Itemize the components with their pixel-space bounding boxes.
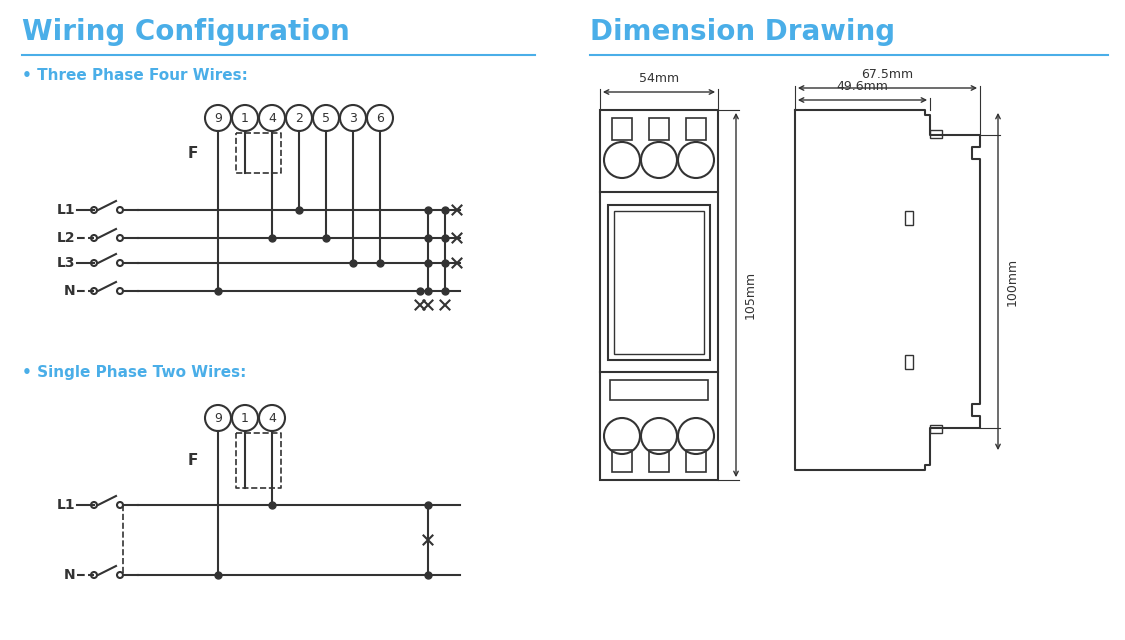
Bar [904,211,914,225]
Text: N: N [63,568,75,582]
Text: 9: 9 [214,111,222,125]
Bar [610,380,708,400]
Text: • Three Phase Four Wires:: • Three Phase Four Wires: [22,68,248,83]
Bar [649,118,669,140]
Text: Dimension Drawing: Dimension Drawing [590,18,896,46]
Text: 4: 4 [268,111,276,125]
Text: L1: L1 [56,498,75,512]
Bar [904,355,914,369]
Bar [612,450,632,472]
Text: N: N [63,284,75,298]
Text: 54mm: 54mm [639,72,679,85]
Text: F: F [188,453,198,468]
Text: 9: 9 [214,412,222,424]
Text: L3: L3 [56,256,75,270]
Text: 5: 5 [322,111,330,125]
Bar [686,450,706,472]
Text: 6: 6 [376,111,384,125]
Bar [930,130,942,138]
Text: 3: 3 [349,111,357,125]
Text: 4: 4 [268,412,276,424]
Text: 67.5mm: 67.5mm [862,68,914,81]
Text: • Single Phase Two Wires:: • Single Phase Two Wires: [22,365,246,380]
Text: F: F [188,145,198,161]
Text: Wiring Configuration: Wiring Configuration [22,18,350,46]
Bar [649,450,669,472]
Bar [686,118,706,140]
Bar [600,110,718,480]
Bar [614,211,704,354]
Text: 1: 1 [241,412,249,424]
Text: 105mm: 105mm [744,271,757,319]
Text: 1: 1 [241,111,249,125]
Text: 49.6mm: 49.6mm [837,80,889,93]
Bar [608,205,710,360]
Bar [612,118,632,140]
Text: 2: 2 [295,111,303,125]
Text: 100mm: 100mm [1006,257,1019,305]
Text: L2: L2 [56,231,75,245]
Bar [930,425,942,433]
Text: L1: L1 [56,203,75,217]
